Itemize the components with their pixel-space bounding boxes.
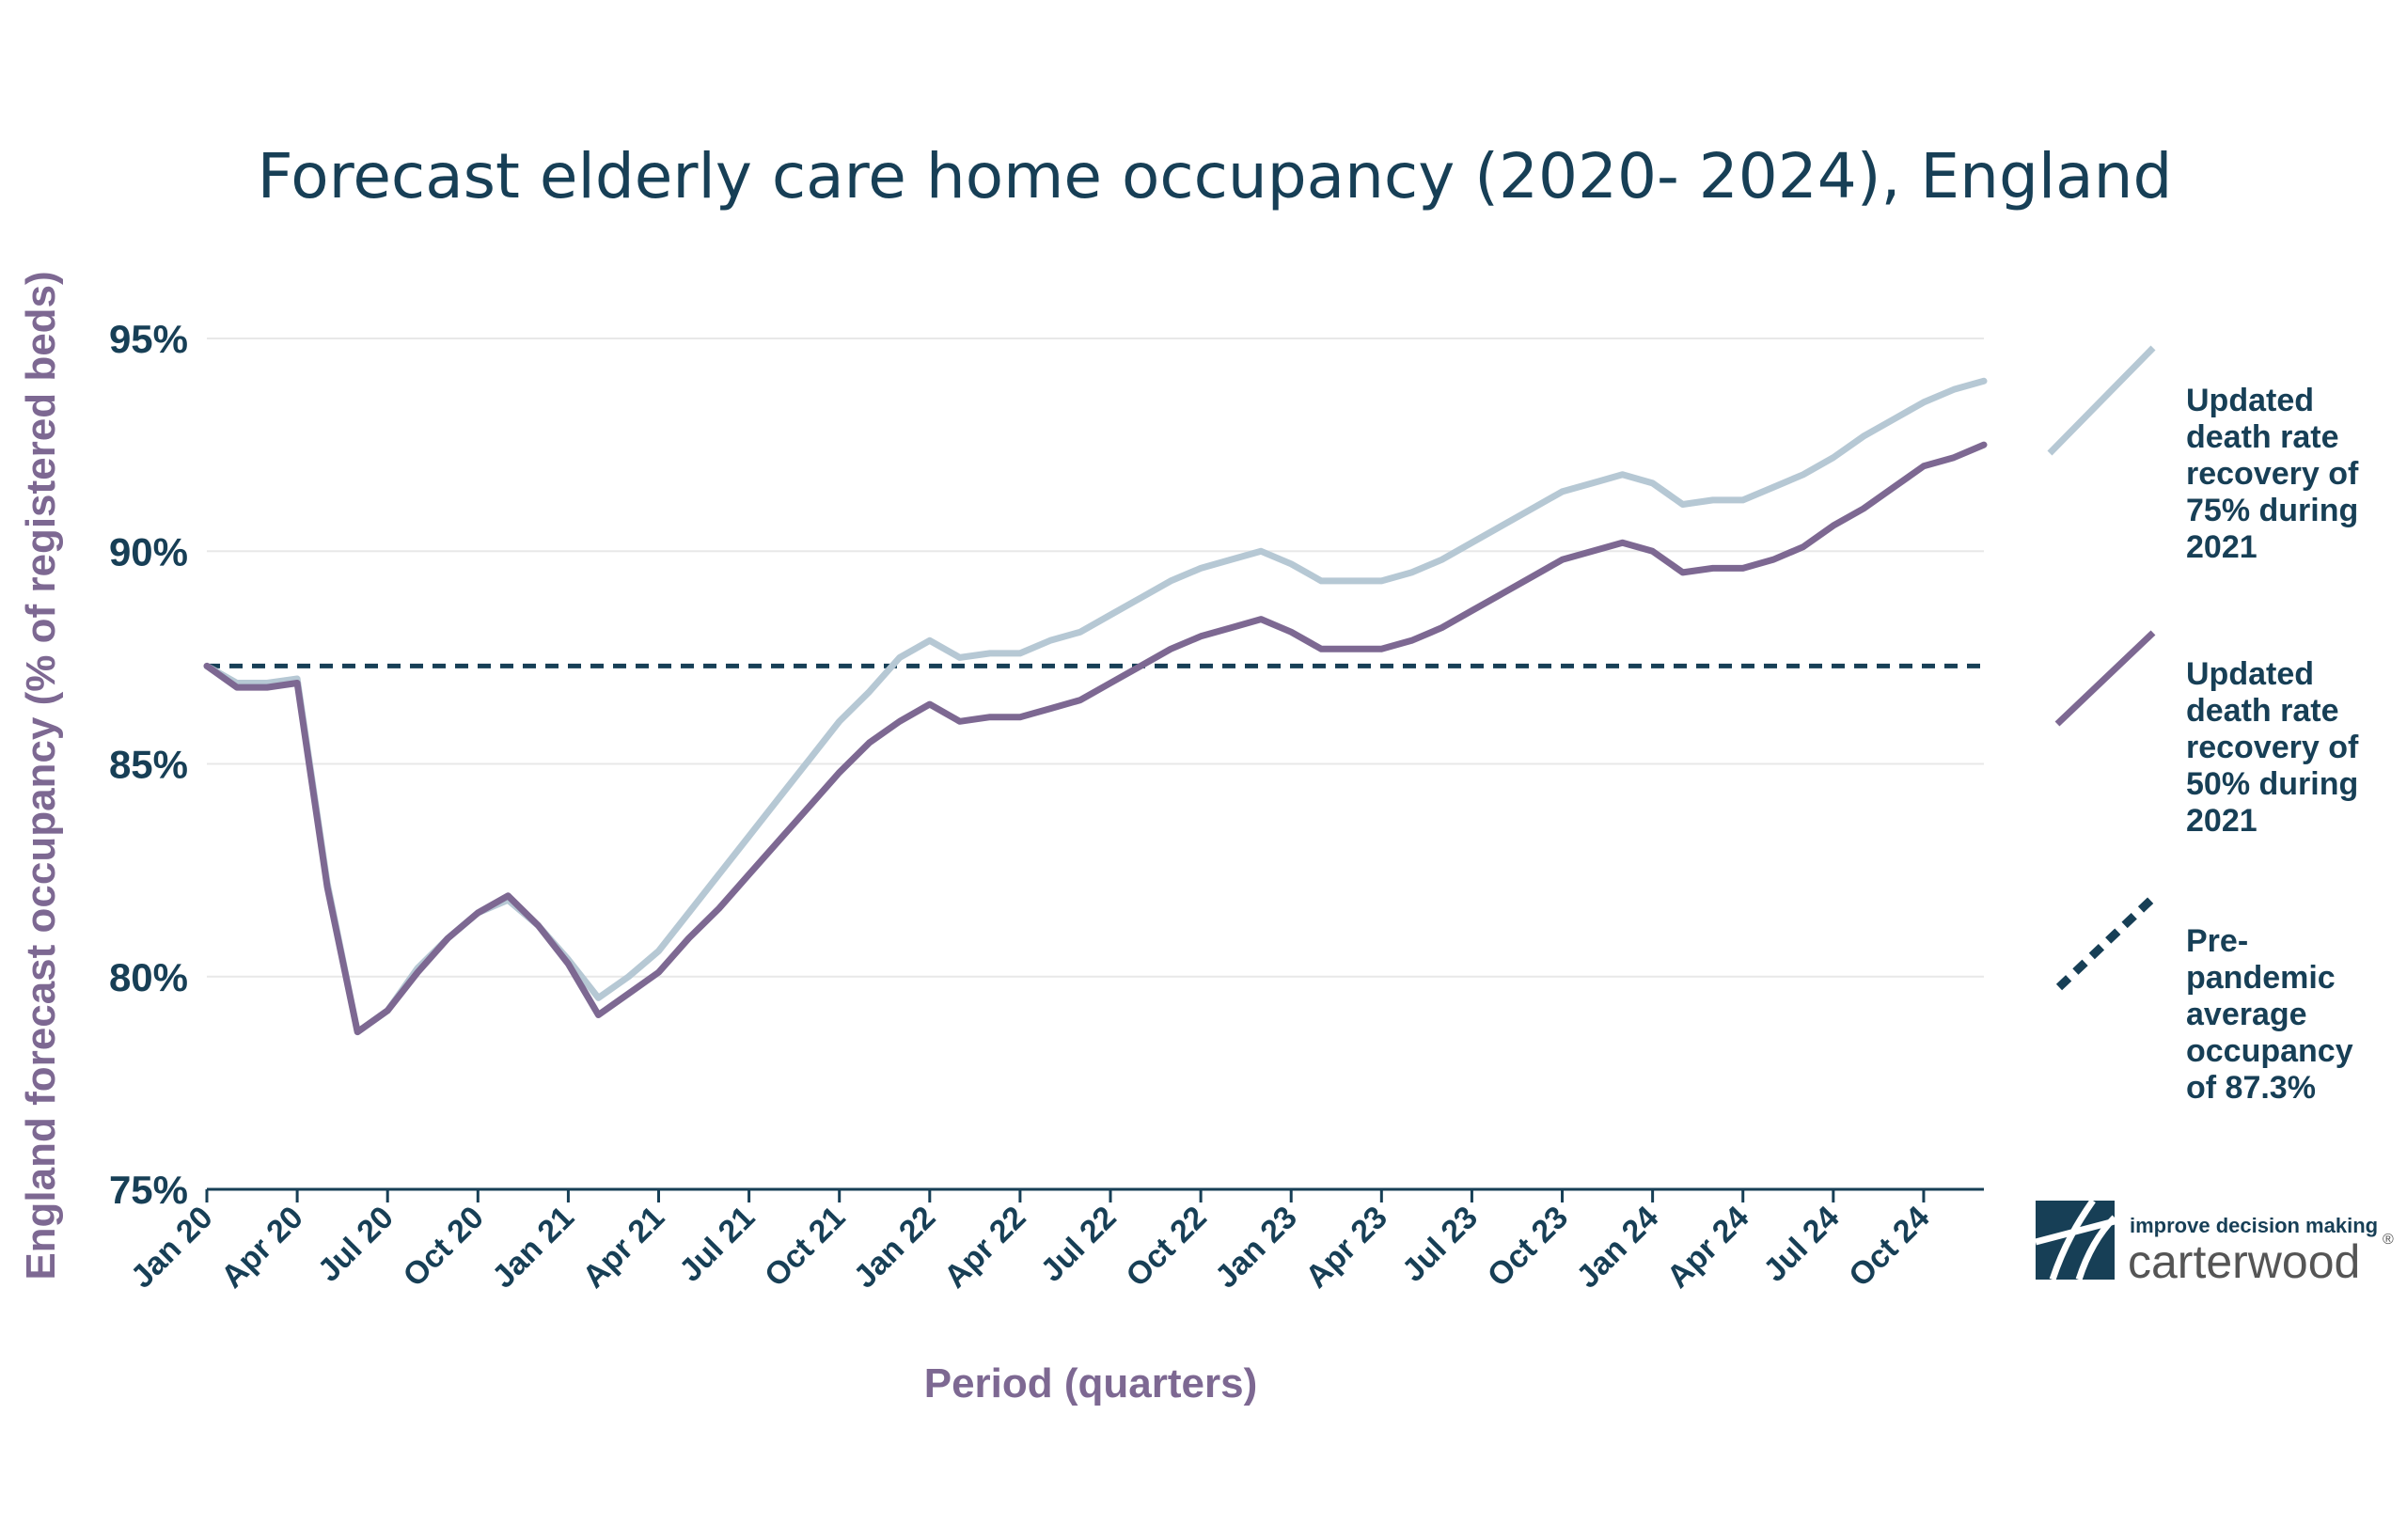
legend-label-line: Pre- — [2186, 923, 2248, 959]
y-tick-label: 95% — [109, 317, 188, 361]
x-tick-label: Jan 20 — [124, 1200, 220, 1296]
x-tick-label: Oct 20 — [397, 1200, 491, 1294]
y-tick-label: 85% — [109, 743, 188, 787]
series-layer — [203, 377, 1988, 1036]
legend-label-line: 50% during — [2186, 766, 2358, 802]
x-axis — [205, 1187, 1984, 1202]
x-axis-title: Period (quarters) — [924, 1360, 1258, 1406]
y-tick-label: 80% — [109, 955, 188, 999]
x-tick-label: Jul 23 — [1395, 1200, 1485, 1289]
legend-label-line: pandemic — [2186, 960, 2336, 996]
carterwood-logo: improve decision making carterwood ® — [2035, 1199, 2394, 1288]
legend-swatch — [2055, 894, 2157, 991]
logo-registered-mark: ® — [2383, 1232, 2394, 1248]
x-tick-label: Jan 23 — [1208, 1200, 1304, 1296]
legend-swatch — [2047, 345, 2156, 456]
x-tick-label: Oct 21 — [758, 1200, 852, 1294]
grid — [207, 338, 1984, 978]
chart-title: Forecast elderly care home occupancy (20… — [258, 140, 2173, 212]
x-tick-label: Apr 20 — [214, 1200, 310, 1296]
legend-label-line: occupancy — [2186, 1033, 2353, 1069]
x-tick-label: Jul 20 — [311, 1200, 401, 1289]
x-tick-label: Apr 23 — [1298, 1200, 1394, 1296]
x-tick-label: Jan 24 — [1570, 1200, 1666, 1296]
x-tick-label: Jan 21 — [485, 1200, 581, 1296]
y-axis-title: England forecast occupancy (% of registe… — [18, 271, 64, 1280]
x-tick-label: Jul 21 — [672, 1200, 762, 1289]
legend-label-line: 2021 — [2186, 803, 2258, 839]
legend-label-line: recovery of — [2186, 456, 2359, 492]
legend-swatch — [2054, 630, 2156, 727]
legend-label-line: Updated — [2186, 656, 2314, 692]
series-75-line — [203, 377, 1988, 1036]
x-tick-label: Apr 24 — [1660, 1200, 1756, 1296]
x-tick-label: Jul 22 — [1034, 1200, 1124, 1289]
legend-label-line: 75% during — [2186, 493, 2358, 528]
legend-label-line: death rate — [2186, 419, 2339, 455]
x-tick-label: Oct 23 — [1481, 1200, 1575, 1294]
carterwood-logo-mark — [2035, 1199, 2117, 1281]
legend-label-line: Updated — [2186, 383, 2314, 418]
legend-label-line: 2021 — [2186, 529, 2258, 565]
logo-wordmark: carterwood — [2128, 1235, 2360, 1288]
legend-label-line: of 87.3% — [2186, 1070, 2316, 1106]
y-tick-label: 90% — [109, 529, 188, 574]
x-tick-label: Oct 22 — [1119, 1200, 1213, 1294]
x-tick-label: Apr 21 — [575, 1200, 671, 1296]
legend-label-line: average — [2186, 997, 2307, 1032]
x-tick-label: Jul 24 — [1756, 1200, 1846, 1289]
legend-label-line: death rate — [2186, 693, 2339, 729]
y-tick-labels: 75% 80% 85% 90% 95% — [109, 317, 188, 1212]
y-tick-label: 75% — [109, 1168, 188, 1212]
series-50-line — [203, 441, 1988, 1036]
x-tick-label: Jan 22 — [847, 1200, 943, 1296]
x-tick-label: Apr 22 — [937, 1200, 1033, 1296]
x-tick-label: Oct 24 — [1842, 1200, 1936, 1294]
legend-label-line: recovery of — [2186, 730, 2359, 765]
logo-tagline: improve decision making — [2130, 1214, 2378, 1237]
